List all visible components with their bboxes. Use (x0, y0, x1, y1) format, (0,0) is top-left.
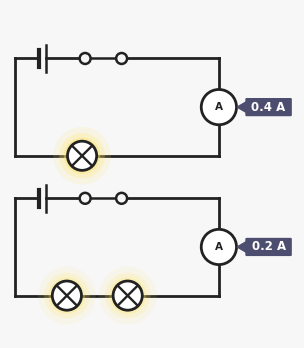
Circle shape (38, 267, 96, 324)
Circle shape (116, 193, 127, 204)
FancyBboxPatch shape (245, 98, 292, 116)
Circle shape (80, 193, 91, 204)
Circle shape (67, 141, 97, 171)
Circle shape (109, 277, 146, 314)
Circle shape (59, 133, 105, 179)
Text: 0.2 A: 0.2 A (251, 240, 286, 253)
Circle shape (52, 281, 81, 310)
Polygon shape (237, 242, 247, 252)
Circle shape (53, 127, 111, 185)
Circle shape (49, 277, 85, 314)
Circle shape (116, 53, 127, 64)
Circle shape (64, 137, 100, 174)
FancyBboxPatch shape (245, 238, 292, 256)
Circle shape (99, 267, 157, 324)
Text: A: A (215, 242, 223, 252)
Circle shape (201, 229, 237, 264)
Circle shape (52, 280, 82, 311)
Circle shape (112, 280, 143, 311)
Polygon shape (237, 102, 247, 113)
Circle shape (201, 89, 237, 125)
Circle shape (44, 273, 90, 318)
Circle shape (67, 141, 97, 171)
Circle shape (80, 53, 91, 64)
Text: A: A (215, 102, 223, 112)
Text: 0.4 A: 0.4 A (251, 101, 286, 113)
Circle shape (113, 281, 142, 310)
Circle shape (105, 273, 150, 318)
